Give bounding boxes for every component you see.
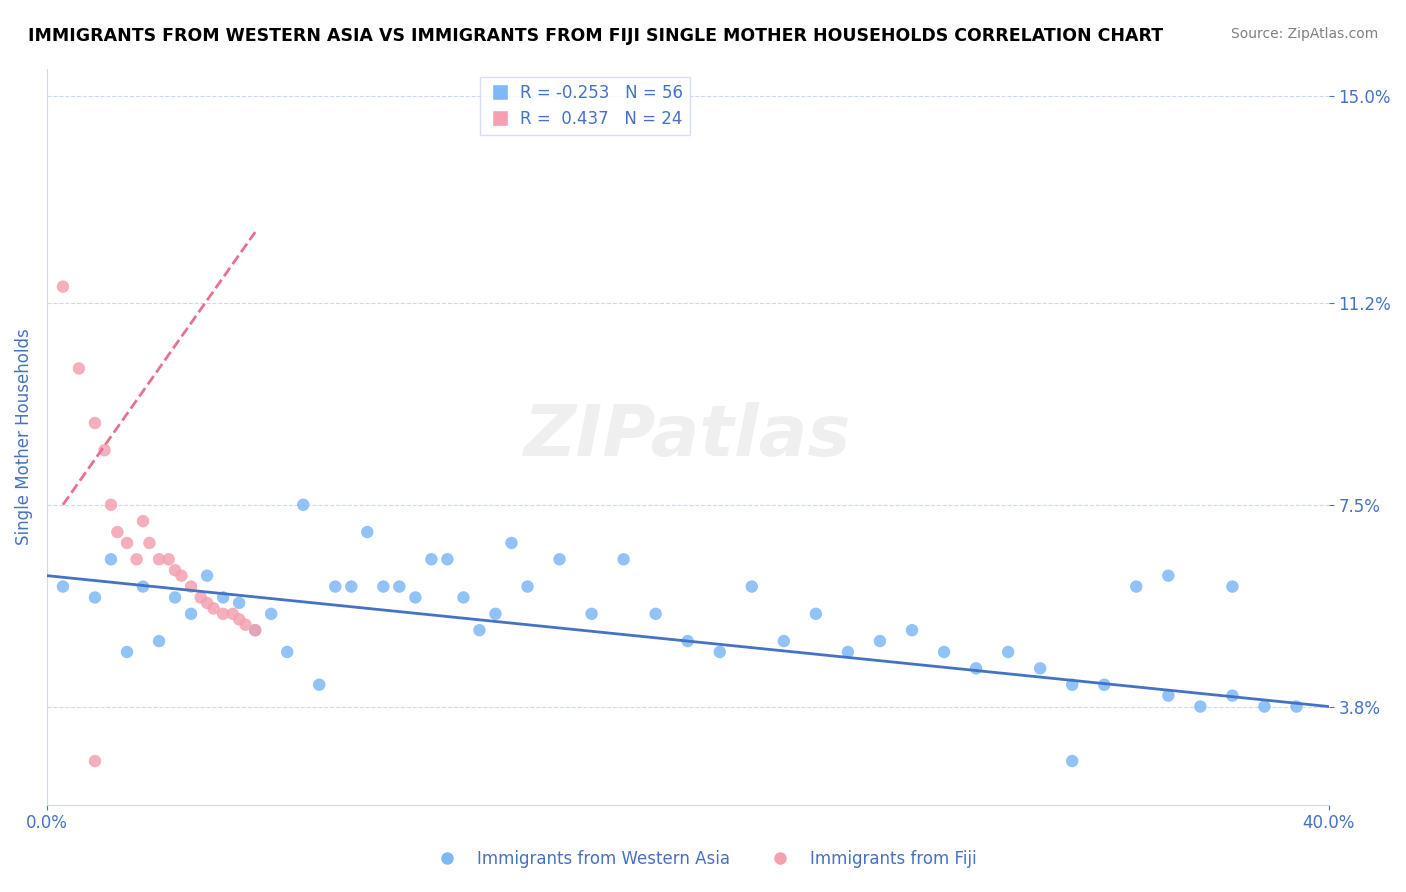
Point [148,634,170,648]
Point [228,612,250,626]
Point [202,601,225,615]
Point [212,591,235,605]
Point [676,634,699,648]
Point [308,678,330,692]
Point [741,580,763,594]
Point [453,591,475,605]
Text: ZIPatlas: ZIPatlas [524,402,852,471]
Legend: Immigrants from Western Asia, Immigrants from Fiji: Immigrants from Western Asia, Immigrants… [423,844,983,875]
Point [516,580,538,594]
Point [323,580,346,594]
Point [276,645,298,659]
Point [1222,689,1244,703]
Point [1125,580,1147,594]
Point [93,443,115,458]
Point [132,580,155,594]
Point [1285,699,1308,714]
Point [1253,699,1275,714]
Point [100,498,122,512]
Point [84,591,107,605]
Point [222,607,245,621]
Point [132,514,155,528]
Point [436,552,458,566]
Point [125,552,148,566]
Point [644,607,666,621]
Point [613,552,636,566]
Point [138,536,160,550]
Point [1157,689,1180,703]
Point [190,591,212,605]
Point [484,607,506,621]
Point [157,552,180,566]
Point [235,617,257,632]
Point [260,607,283,621]
Point [105,524,128,539]
Point [837,645,859,659]
Point [1062,754,1084,768]
Point [195,596,218,610]
Point [965,661,987,675]
Point [581,607,603,621]
Point [869,634,891,648]
Point [52,279,75,293]
Point [356,524,378,539]
Point [1062,678,1084,692]
Point [195,568,218,582]
Point [1092,678,1115,692]
Point [84,416,107,430]
Point [67,361,90,376]
Point [180,580,202,594]
Point [772,634,794,648]
Point [501,536,523,550]
Point [1029,661,1052,675]
Point [468,623,491,637]
Text: IMMIGRANTS FROM WESTERN ASIA VS IMMIGRANTS FROM FIJI SINGLE MOTHER HOUSEHOLDS CO: IMMIGRANTS FROM WESTERN ASIA VS IMMIGRAN… [28,27,1163,45]
Point [804,607,827,621]
Point [228,596,250,610]
Y-axis label: Single Mother Households: Single Mother Households [15,328,32,545]
Point [170,568,193,582]
Point [932,645,955,659]
Point [148,552,170,566]
Point [709,645,731,659]
Point [212,607,235,621]
Point [1189,699,1212,714]
Point [292,498,315,512]
Point [52,580,75,594]
Point [243,623,266,637]
Point [1222,580,1244,594]
Point [165,563,187,577]
Text: Source: ZipAtlas.com: Source: ZipAtlas.com [1230,27,1378,41]
Legend: R = -0.253   N = 56, R =  0.437   N = 24: R = -0.253 N = 56, R = 0.437 N = 24 [481,77,690,135]
Point [404,591,426,605]
Point [901,623,924,637]
Point [180,607,202,621]
Point [84,754,107,768]
Point [243,623,266,637]
Point [388,580,411,594]
Point [115,645,138,659]
Point [997,645,1019,659]
Point [115,536,138,550]
Point [373,580,395,594]
Point [548,552,571,566]
Point [165,591,187,605]
Point [420,552,443,566]
Point [100,552,122,566]
Point [1157,568,1180,582]
Point [340,580,363,594]
